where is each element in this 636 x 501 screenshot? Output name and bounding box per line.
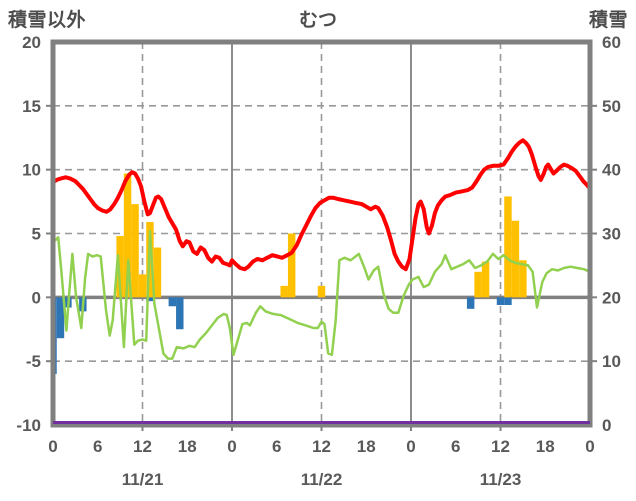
svg-text:60: 60 bbox=[602, 33, 621, 52]
left-axis-tick-labels: 20 15 10 5 0 -5 -10 bbox=[16, 33, 41, 435]
svg-text:11/23: 11/23 bbox=[480, 470, 522, 489]
svg-text:6: 6 bbox=[93, 437, 102, 456]
x-axis-date-labels: 11/21 11/22 11/23 bbox=[122, 470, 522, 489]
svg-text:-5: -5 bbox=[26, 352, 41, 371]
svg-text:0: 0 bbox=[406, 437, 415, 456]
svg-text:18: 18 bbox=[357, 437, 376, 456]
svg-text:20: 20 bbox=[602, 288, 621, 307]
svg-text:0: 0 bbox=[227, 437, 236, 456]
svg-text:5: 5 bbox=[32, 225, 41, 244]
line-red bbox=[53, 138, 590, 272]
svg-text:10: 10 bbox=[22, 161, 41, 180]
chart-title: むつ bbox=[298, 10, 337, 31]
svg-text:15: 15 bbox=[22, 97, 41, 116]
right-axis-tick-labels: 60 50 40 30 20 10 0 bbox=[602, 33, 621, 435]
bars-blue bbox=[53, 297, 512, 374]
svg-text:6: 6 bbox=[272, 437, 281, 456]
svg-text:11/22: 11/22 bbox=[301, 470, 343, 489]
line-green bbox=[53, 229, 590, 360]
svg-text:0: 0 bbox=[585, 437, 594, 456]
x-axis-hour-labels: 0 6 12 18 0 6 12 18 0 6 12 18 0 bbox=[48, 437, 594, 456]
right-axis-title: 積雪 bbox=[588, 10, 628, 31]
svg-text:12: 12 bbox=[491, 437, 510, 456]
svg-text:50: 50 bbox=[602, 97, 621, 116]
svg-text:11/21: 11/21 bbox=[122, 470, 164, 489]
svg-text:6: 6 bbox=[451, 437, 460, 456]
svg-text:40: 40 bbox=[602, 161, 621, 180]
svg-text:0: 0 bbox=[32, 288, 41, 307]
svg-text:0: 0 bbox=[602, 416, 611, 435]
svg-text:30: 30 bbox=[602, 225, 621, 244]
tick-marks bbox=[46, 104, 597, 431]
svg-text:18: 18 bbox=[178, 437, 197, 456]
left-axis-title: 積雪以外 bbox=[8, 10, 87, 31]
svg-text:20: 20 bbox=[22, 33, 41, 52]
svg-text:10: 10 bbox=[602, 352, 621, 371]
svg-text:18: 18 bbox=[536, 437, 555, 456]
svg-text:12: 12 bbox=[133, 437, 152, 456]
svg-text:12: 12 bbox=[312, 437, 331, 456]
svg-text:-10: -10 bbox=[16, 416, 41, 435]
svg-text:0: 0 bbox=[48, 437, 57, 456]
